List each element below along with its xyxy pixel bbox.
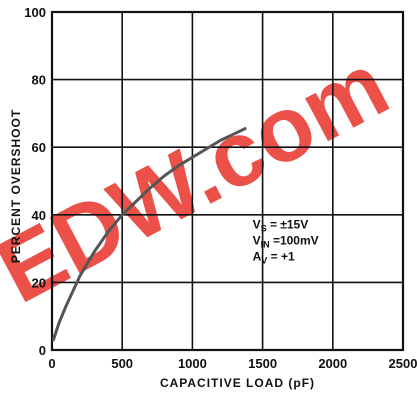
watermark-text: EDW.com [0,33,404,322]
y-tick-label: 0 [39,343,46,358]
data-point [121,214,123,216]
data-point [93,251,95,253]
annotation-line: VS = ±15V [253,217,309,233]
y-tick-label: 80 [32,73,46,88]
x-tick-label: 2500 [389,356,417,371]
y-tick-label: 100 [24,5,46,20]
series-line [51,127,247,342]
y-tick-label: 60 [32,140,46,155]
data-point [191,156,194,159]
plot-frame [50,10,405,352]
x-tick-label: 1000 [178,356,207,371]
data-point [52,339,55,341]
data-point [58,322,60,324]
y-tick-label: 40 [32,208,46,223]
x-tick-label: 0 [48,356,55,371]
data-point [107,230,109,233]
data-point [205,148,208,150]
data-point [149,186,152,189]
annotation-line: VIN =100mV [253,233,319,249]
data-point [219,139,222,142]
x-tick-label: 2000 [318,356,347,371]
y-axis-label: PERCENT OVERSHOOT [9,109,23,263]
y-tick-label: 20 [32,275,46,290]
data-point [163,175,166,177]
x-tick-label: 1500 [248,356,277,371]
x-tick-label: 500 [111,356,133,371]
watermark: EDW.com [0,33,404,322]
data-point [65,305,67,307]
annotation-line: AV = +1 [253,249,295,265]
data-point [135,200,138,203]
data-point [79,274,81,277]
data-point [233,132,236,135]
data-point [244,127,246,130]
x-axis-label: CAPACITIVE LOAD (pF) [160,376,315,390]
data-point [177,164,180,167]
